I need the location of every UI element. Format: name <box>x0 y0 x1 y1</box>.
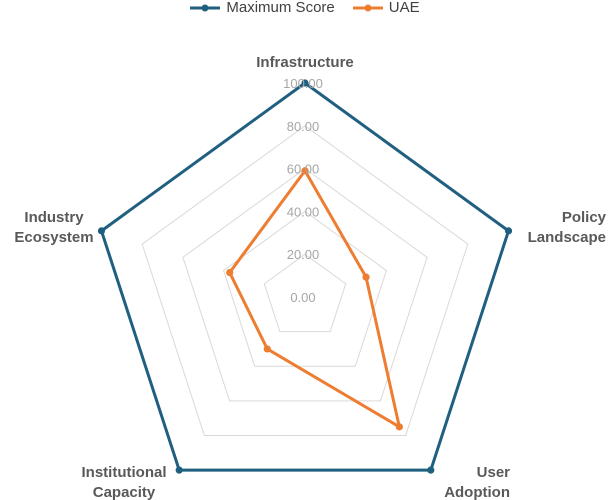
tick-label-3: 60.00 <box>287 162 320 177</box>
grid-ring-4 <box>141 125 469 437</box>
axis-label-2: User Adoption <box>444 464 510 500</box>
legend-swatch-uae <box>352 4 383 11</box>
tick-label-0: 0.00 <box>290 290 315 305</box>
grid-ring-2 <box>223 210 387 367</box>
chart-legend: Maximum Score UAE <box>0 0 610 16</box>
series-line-1 <box>228 169 401 429</box>
axis-label-3: Institutional Capacity <box>82 464 167 500</box>
tick-label-5: 100.00 <box>283 76 323 91</box>
axis-label-0: Infrastructure <box>256 54 354 71</box>
tick-label-1: 20.00 <box>287 247 320 262</box>
grid-ring-1 <box>263 253 347 333</box>
legend-label-uae: UAE <box>388 0 420 16</box>
tick-label-4: 80.00 <box>287 119 320 134</box>
data-point-s1-1 <box>362 273 370 281</box>
legend-item-maximum-score: Maximum Score <box>190 0 335 16</box>
data-point-s0-1 <box>504 227 513 235</box>
legend-label-maximum-score: Maximum Score <box>226 0 335 16</box>
grid-ring-5 <box>100 82 510 471</box>
grid-ring-3 <box>182 167 428 402</box>
data-point-s0-4 <box>97 227 106 235</box>
axis-label-4: Industry Ecosystem <box>14 209 93 246</box>
data-point-s0-2 <box>427 466 435 474</box>
data-point-s1-0 <box>301 167 309 175</box>
data-point-s1-4 <box>226 268 234 277</box>
tick-label-2: 40.00 <box>287 204 320 219</box>
axis-label-1: Policy Landscape <box>528 209 607 246</box>
series-line-0 <box>99 81 511 472</box>
data-point-s1-2 <box>395 423 403 431</box>
legend-swatch-maximum-score <box>190 4 221 11</box>
data-point-s0-0 <box>301 79 309 87</box>
data-point-s0-3 <box>175 466 183 474</box>
legend-item-uae: UAE <box>352 0 420 16</box>
data-point-s1-3 <box>263 345 271 353</box>
